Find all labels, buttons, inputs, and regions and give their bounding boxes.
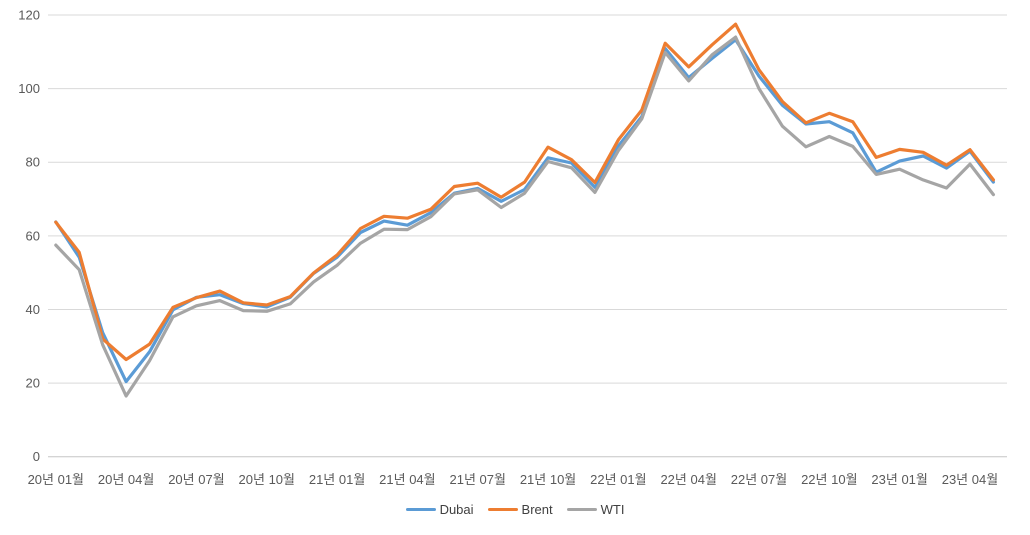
legend-label-wti: WTI (600, 502, 625, 517)
legend-label-brent: Brent (521, 502, 553, 517)
x-tick-label-33: 22년 10월 (801, 472, 857, 487)
x-tick-label-6: 20년 07월 (168, 472, 224, 487)
x-tick-label-39: 23년 04월 (942, 472, 998, 487)
x-tick-label-15: 21년 04월 (379, 472, 435, 487)
y-tick-label-100: 100 (18, 81, 40, 96)
legend-swatch-wti (566, 508, 597, 511)
x-tick-label-9: 20년 10월 (239, 472, 295, 487)
y-tick-label-20: 20 (26, 376, 40, 391)
series-line-brent[interactable] (54, 22, 996, 362)
y-tick-label-60: 60 (26, 228, 40, 243)
series-line-wti[interactable] (54, 35, 996, 398)
legend-label-dubai: Dubai (439, 502, 474, 517)
x-tick-label-21: 21년 10월 (520, 472, 576, 487)
y-tick-label-40: 40 (26, 302, 40, 317)
legend-swatch-dubai (405, 508, 436, 511)
x-axis-tick-labels: 20년 01월 20년 04월 20년 07월 20년 10월 21년 01월 21년 0… (28, 472, 999, 487)
y-tick-label-80: 80 (26, 155, 40, 170)
x-tick-label-12: 21년 01월 (309, 472, 365, 487)
legend-item-dubai[interactable]: Dubai (405, 502, 474, 517)
x-tick-label-3: 20년 04월 (98, 472, 154, 487)
x-tick-label-0: 20년 01월 (28, 472, 84, 487)
x-tick-label-18: 21년 07월 (449, 472, 505, 487)
y-tick-label-120: 120 (18, 8, 40, 23)
x-tick-label-27: 22년 04월 (660, 472, 716, 487)
legend-item-wti[interactable]: WTI (566, 502, 625, 517)
x-tick-label-36: 23년 01월 (871, 472, 927, 487)
legend-item-brent[interactable]: Brent (487, 502, 553, 517)
y-tick-label-0: 0 (33, 449, 40, 464)
y-axis-tick-labels: 0 20 40 60 80 100 120 (18, 8, 40, 465)
x-tick-label-30: 22년 07월 (731, 472, 787, 487)
legend-swatch-brent (487, 508, 518, 511)
chart-legend: Dubai Brent WTI (0, 503, 1030, 516)
series-lines (54, 22, 996, 398)
series-line-dubai[interactable] (54, 38, 996, 384)
x-tick-label-24: 22년 01월 (590, 472, 646, 487)
gridlines (48, 14, 1007, 384)
